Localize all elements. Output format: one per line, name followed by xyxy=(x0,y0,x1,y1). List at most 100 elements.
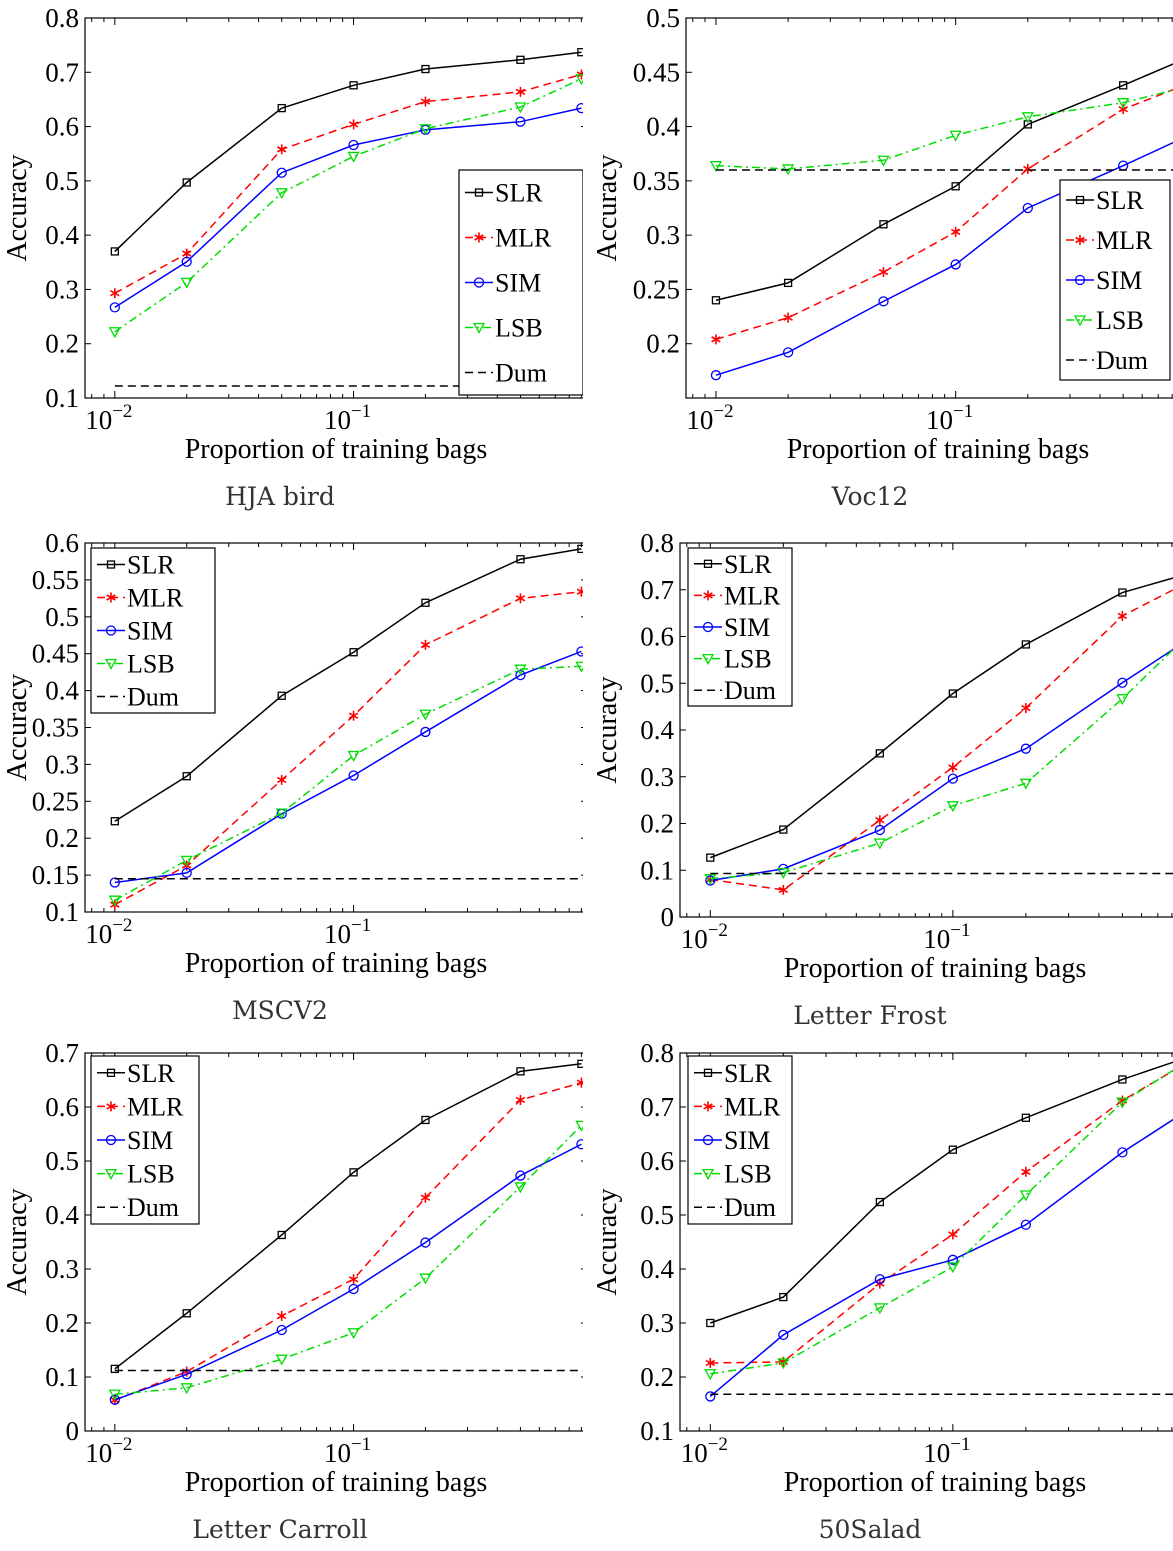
legend-label-slr: SLR xyxy=(724,1059,772,1088)
legend: SLR MLR SIM LSB Dum xyxy=(90,1055,200,1225)
legend-label-dum: Dum xyxy=(495,359,547,388)
panel-caption: 50Salad xyxy=(818,1515,922,1544)
point-mlr xyxy=(515,593,526,604)
point-lsb xyxy=(777,1358,790,1370)
x-tick-label: 10−1 xyxy=(324,1434,371,1468)
point-slr xyxy=(182,178,191,187)
chart-svg: 0.1 0.2 0.3 0.4 0.5 0.6 0.7 0.8 10−2 10−1Proporti… xyxy=(2,3,583,465)
point-sim xyxy=(276,1324,287,1336)
point-mlr xyxy=(576,586,583,597)
legend-label-slr: SLR xyxy=(127,1059,175,1088)
point-lsb xyxy=(877,155,890,167)
x-tick-label: 10−1 xyxy=(926,401,973,435)
y-tick-label: 0.4 xyxy=(646,112,680,142)
point-lsb xyxy=(108,1389,121,1401)
legend-marker-lsb xyxy=(701,653,715,665)
point-slr xyxy=(516,555,525,564)
point-sim xyxy=(782,347,794,358)
point-slr xyxy=(110,1364,119,1374)
chart-svg: 0 0.1 0.2 0.3 0.4 0.5 0.6 0.7 10−2 10−1Proportion… xyxy=(2,1038,583,1498)
chart-svg: 0 0.1 0.2 0.3 0.4 0.5 0.6 0.7 0.8 10−2 10−1Proport… xyxy=(592,528,1173,984)
y-tick-label: 0.1 xyxy=(640,1416,674,1446)
point-mlr xyxy=(875,815,885,826)
point-slr xyxy=(711,296,721,305)
point-slr xyxy=(516,55,525,64)
legend-label-lsb: LSB xyxy=(724,645,772,674)
point-sim xyxy=(576,646,583,657)
point-lsb xyxy=(275,188,288,200)
point-sim xyxy=(181,256,192,267)
series-line-sim xyxy=(114,107,582,308)
legend-marker-mlr xyxy=(106,592,116,603)
point-sim xyxy=(109,877,120,888)
point-sim xyxy=(348,770,359,781)
point-lsb xyxy=(180,277,193,289)
point-slr xyxy=(1021,640,1031,649)
point-slr xyxy=(706,1318,715,1328)
point-slr xyxy=(421,64,430,74)
y-tick-label: 0.25 xyxy=(32,786,79,816)
point-mlr xyxy=(276,1310,287,1321)
point-lsb xyxy=(275,808,288,820)
x-axis-label: Proportion of training bags xyxy=(185,1467,488,1498)
point-mlr xyxy=(1118,104,1128,115)
y-tick-label: 0.4 xyxy=(640,715,674,745)
legend-label-slr: SLR xyxy=(495,179,543,208)
x-tick-label: 10−1 xyxy=(324,401,371,435)
y-tick-label: 0.55 xyxy=(32,565,79,595)
legend-label-mlr: MLR xyxy=(495,224,552,253)
point-mlr xyxy=(348,119,359,130)
x-axis-label: Proportion of training bags xyxy=(185,434,488,465)
legend: SLR MLR SIM LSB Dum xyxy=(458,169,583,396)
point-sim xyxy=(1117,1147,1128,1158)
legend-marker-sim xyxy=(702,621,714,633)
legend-marker-sim xyxy=(473,277,485,288)
legend-label-sim: SIM xyxy=(724,1126,770,1155)
point-slr xyxy=(182,1309,191,1318)
point-slr xyxy=(875,749,884,758)
legend-label-lsb: LSB xyxy=(724,1160,772,1189)
series-line-slr xyxy=(710,1061,1173,1324)
legend-label-mlr: MLR xyxy=(724,581,781,610)
series-line-lsb xyxy=(114,665,582,901)
y-tick-label: 0.7 xyxy=(45,1038,79,1068)
chart-svg: 0.2 0.25 0.3 0.35 0.4 0.45 0.5 10−2 10−1Proporti… xyxy=(592,3,1173,465)
legend-marker-mlr xyxy=(106,1101,116,1112)
point-sim xyxy=(420,1237,431,1248)
series-line-slr xyxy=(715,63,1173,302)
legend-marker-slr xyxy=(703,1068,713,1077)
legend-marker-lsb xyxy=(1073,315,1087,327)
x-axis-label: Proportion of training bags xyxy=(185,948,488,979)
legend-marker-sim xyxy=(702,1134,714,1146)
y-tick-label: 0.3 xyxy=(45,1254,79,1284)
y-tick-label: 0.2 xyxy=(640,1362,674,1392)
legend-label-lsb: LSB xyxy=(127,1160,175,1189)
point-lsb xyxy=(1116,694,1129,706)
point-slr xyxy=(277,691,286,700)
y-tick-label: 0.1 xyxy=(45,1362,79,1392)
point-slr xyxy=(577,1059,583,1068)
x-tick-label: 10−2 xyxy=(681,920,728,954)
legend-label-dum: Dum xyxy=(1096,346,1148,375)
legend: SLR MLR SIM LSB Dum xyxy=(1059,179,1171,381)
y-tick-label: 0 xyxy=(661,902,675,932)
y-tick-label: 0.3 xyxy=(45,749,79,779)
point-slr xyxy=(951,182,960,191)
y-tick-label: 0.1 xyxy=(45,383,79,413)
point-slr xyxy=(1118,1075,1127,1084)
point-sim xyxy=(515,116,526,127)
y-tick-label: 0.45 xyxy=(633,57,680,87)
point-slr xyxy=(875,1197,884,1207)
point-lsb xyxy=(575,74,583,86)
point-lsb xyxy=(1117,98,1130,110)
point-lsb xyxy=(1116,1097,1129,1109)
y-tick-label: 0.6 xyxy=(640,622,674,652)
y-tick-label: 0.35 xyxy=(32,713,79,743)
point-lsb xyxy=(873,1303,886,1315)
point-sim xyxy=(710,370,722,381)
y-tick-label: 0.35 xyxy=(633,166,680,196)
y-tick-label: 0 xyxy=(66,1416,80,1446)
legend: SLR MLR SIM LSB Dum xyxy=(687,1055,793,1225)
legend-label-sim: SIM xyxy=(1096,266,1142,295)
point-mlr xyxy=(110,288,120,299)
